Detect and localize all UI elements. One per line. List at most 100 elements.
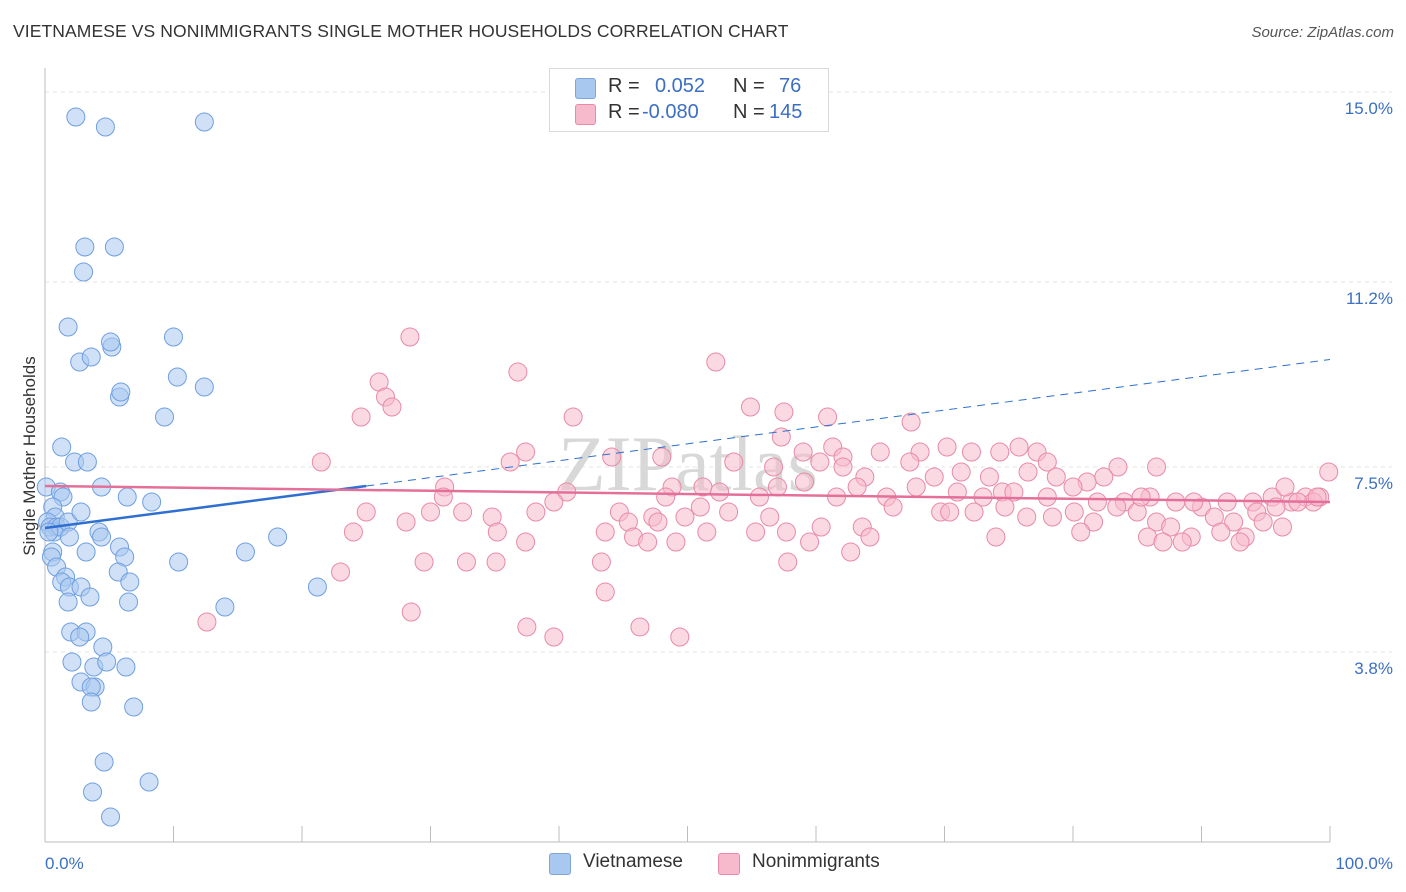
vietnamese-point (120, 572, 140, 592)
nonimmigrants-point (951, 462, 971, 482)
nonimmigrants-point (794, 472, 814, 492)
nonimmigrants-point (595, 522, 615, 542)
nonimmigrants-point (544, 492, 564, 512)
vietnamese-point (83, 782, 103, 802)
vietnamese-point (124, 697, 144, 717)
nonimmigrants-point (1319, 462, 1339, 482)
nonimmigrants-point (767, 477, 787, 497)
nonimmigrants-point (901, 412, 921, 432)
nonimmigrants-point (771, 427, 791, 447)
vietnamese-point (97, 652, 117, 672)
nonimmigrants-point (764, 457, 784, 477)
nonimmigrants-point (356, 502, 376, 522)
nonimmigrants-point (595, 582, 615, 602)
vietnamese-point (59, 527, 79, 547)
nonimmigrants-point (331, 562, 351, 582)
nonimmigrants-point (630, 617, 650, 637)
x-tick-label: 100.0% (1335, 854, 1393, 873)
y-tick-label: 11.2% (1346, 289, 1393, 308)
y-tick-label: 3.8% (1354, 659, 1393, 678)
nonimmigrants-point (1275, 477, 1295, 497)
vietnamese-point (101, 807, 121, 827)
nonimmigrants-point (1063, 477, 1083, 497)
nonimmigrants-point (776, 522, 796, 542)
nonimmigrants-point (749, 487, 769, 507)
vietnamese-point (80, 587, 100, 607)
vietnamese-point (142, 492, 162, 512)
vietnamese-point (58, 592, 78, 612)
nonimmigrants-point (690, 497, 710, 517)
vietnamese-point (101, 332, 121, 352)
nonimmigrants-point (382, 397, 402, 417)
nonimmigrants-point (810, 452, 830, 472)
nonimmigrants-point (1017, 507, 1037, 527)
legend-row-vietnamese: R = 0.052 N = 76 (550, 75, 828, 101)
nonimmigrants-point (1094, 467, 1114, 487)
vietnamese-point (71, 502, 91, 522)
nonimmigrants-point (1108, 457, 1128, 477)
vietnamese-point (194, 112, 214, 132)
nonimmigrants-point (990, 442, 1010, 462)
chart-title: VIETNAMESE VS NONIMMIGRANTS SINGLE MOTHE… (13, 21, 789, 41)
nonimmigrants-point (724, 452, 744, 472)
nonimmigrants-point (1064, 502, 1084, 522)
nonimmigrants-point (421, 502, 440, 522)
legend-swatch-vietnamese (575, 78, 596, 99)
nonimmigrants-point (591, 552, 611, 572)
vietnamese-point (169, 552, 189, 572)
vietnamese-point (117, 487, 137, 507)
nonimmigrants-point (1037, 452, 1057, 472)
nonimmigrants-point (638, 532, 658, 552)
vietnamese-point (77, 452, 97, 472)
nonimmigrants-point (841, 542, 861, 562)
nonimmigrants-trendline (44, 484, 1331, 504)
nonimmigrants-point (900, 452, 920, 472)
nonimmigrants-point (343, 522, 363, 542)
legend-swatch-nonimmigrants (575, 104, 596, 125)
vietnamese-point (75, 237, 95, 257)
nonimmigrants-point (487, 522, 507, 542)
nonimmigrants-point (1224, 512, 1244, 532)
vietnamese-point (62, 652, 82, 672)
vietnamese-point (92, 527, 112, 547)
nonimmigrants-point (500, 452, 520, 472)
nonimmigrants-point (1211, 522, 1231, 542)
legend-r-value: 0.052 (655, 75, 706, 97)
bottom-legend-label-vietnamese: Vietnamese (583, 851, 683, 872)
nonimmigrants-point (486, 552, 506, 572)
legend-n-value: 145 (769, 101, 803, 123)
nonimmigrants-point (400, 327, 420, 347)
nonimmigrants-point (964, 502, 984, 522)
vietnamese-point (94, 752, 114, 772)
nonimmigrants-point (453, 502, 473, 522)
vietnamese-point (74, 262, 94, 282)
nonimmigrants-point (602, 447, 622, 467)
nonimmigrants-point (1009, 437, 1029, 457)
axes (44, 68, 1331, 843)
nonimmigrants-point (995, 497, 1015, 517)
nonimmigrants-point (1004, 482, 1024, 502)
vietnamese-point (307, 577, 327, 597)
y-tick-labels: 3.8% 7.5% 11.2% 15.0% (1345, 99, 1393, 678)
nonimmigrants-point (1161, 517, 1181, 537)
nonimmigrants-point (351, 407, 371, 427)
nonimmigrants-point (1272, 517, 1292, 537)
nonimmigrants-point (833, 457, 853, 477)
nonimmigrants-point (1018, 462, 1038, 482)
nonimmigrants-point (516, 532, 536, 552)
legend-row-nonimmigrants: R = -0.080 N = 145 (550, 101, 828, 127)
nonimmigrants-point (706, 352, 726, 372)
bottom-legend-swatch-vietnamese (549, 853, 571, 875)
nonimmigrants-point (396, 512, 416, 532)
nonimmigrants-point (906, 477, 926, 497)
nonimmigrants-point (648, 512, 668, 532)
nonimmigrants-point (1184, 492, 1204, 512)
trend-lines (44, 359, 1331, 530)
nonimmigrants-point (800, 532, 820, 552)
stats-legend: R = 0.052 N = 76 R = -0.080 N = 145 (549, 68, 829, 132)
nonimmigrants-point (656, 487, 676, 507)
nonimmigrants-point (1253, 512, 1273, 532)
nonimmigrants-point (401, 602, 421, 622)
nonimmigrants-points (197, 327, 1339, 647)
vietnamese-point (268, 527, 288, 547)
